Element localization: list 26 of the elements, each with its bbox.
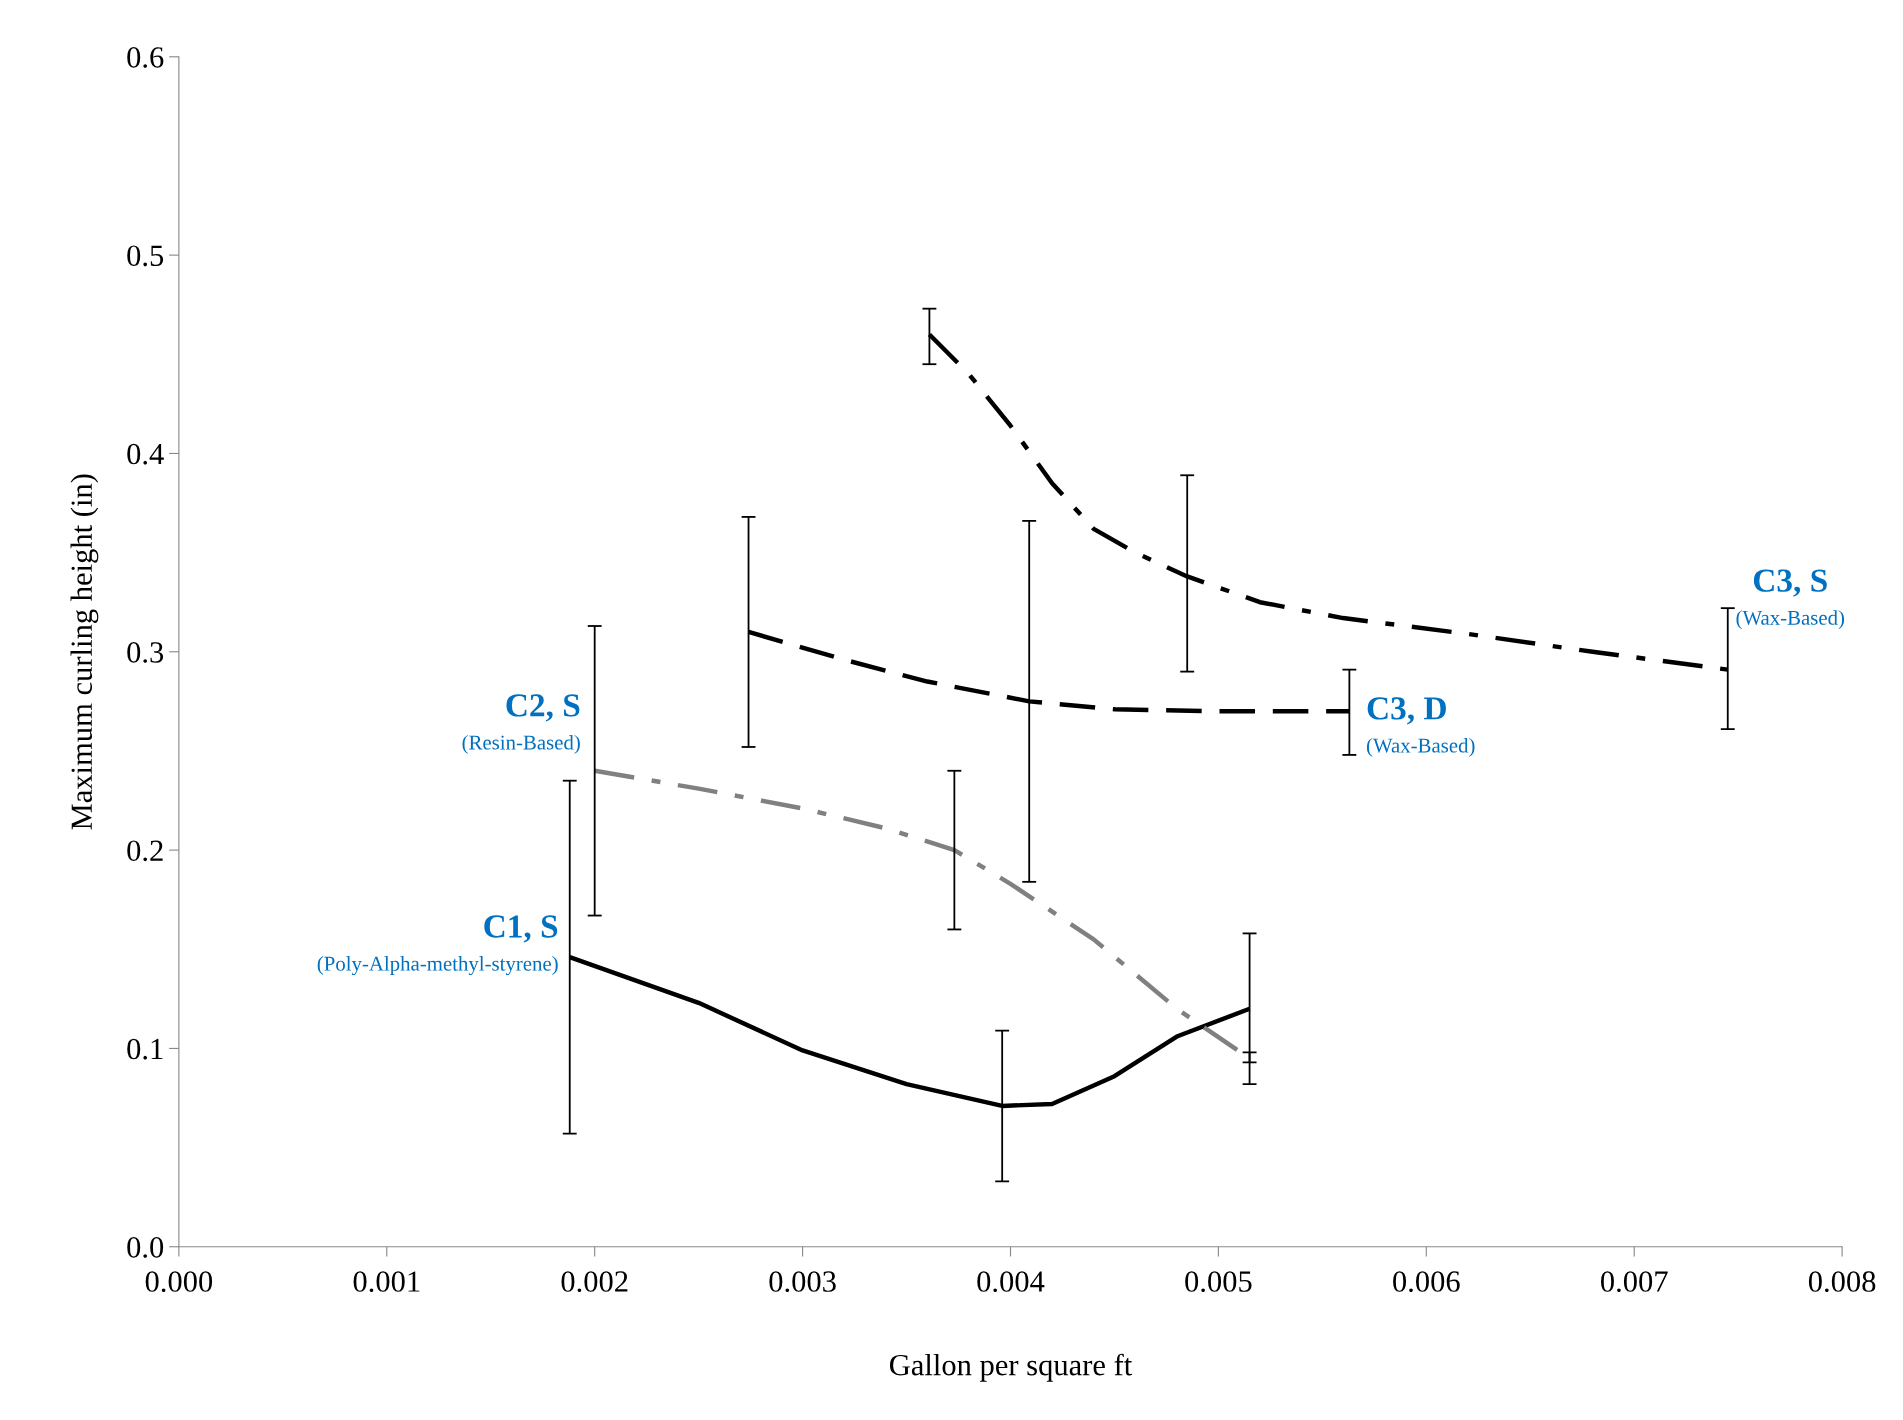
y-axis-title: Maximum curling height (in): [70, 474, 99, 830]
x-tick-label: 0.008: [1808, 1271, 1876, 1293]
x-tick-label: 0.007: [1600, 1271, 1668, 1293]
x-tick-label: 0.001: [353, 1271, 420, 1293]
x-tick-label: 0.005: [1185, 1271, 1252, 1293]
annotation: (Wax-Based): [1366, 737, 1475, 757]
annotation: (Wax-Based): [1736, 610, 1845, 630]
y-tick-label: 0.1: [127, 1038, 163, 1060]
y-tick-label: 0.6: [127, 47, 164, 68]
annotation: (Resin-Based): [462, 734, 580, 754]
annotation: (Poly-Alpha-methyl-styrene): [317, 956, 558, 976]
series-label: C3, D: [1367, 697, 1446, 725]
y-tick-label: 0.5: [127, 245, 164, 267]
y-tick-label: 0.3: [127, 642, 164, 663]
x-axis-title: Gallon per square ft: [889, 1353, 1133, 1382]
y-tick-label: 0.4: [127, 443, 164, 465]
x-tick-label: 0.003: [769, 1271, 836, 1293]
y-tick-label: 0.2: [127, 840, 163, 862]
x-tick-label: 0.000: [145, 1271, 213, 1293]
text: C3, S: [1753, 569, 1827, 597]
series-label: C1, S: [484, 915, 558, 943]
x-tick-label: 0.004: [977, 1271, 1045, 1293]
y-tick-label: 0.0: [127, 1237, 164, 1258]
x-tick-label: 0.002: [561, 1271, 628, 1293]
x-tick-label: 0.006: [1393, 1271, 1460, 1293]
series-label: C2, S: [506, 694, 580, 722]
